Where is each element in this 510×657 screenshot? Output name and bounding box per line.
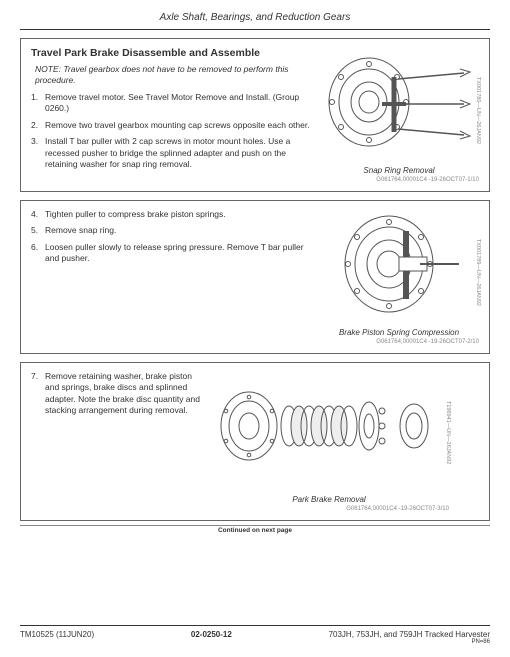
footer-page-number: 02-0250-12 — [191, 630, 232, 645]
section-1-steps: 1.Remove travel motor. See Travel Motor … — [31, 92, 311, 171]
section-2: 4.Tighten puller to compress brake pisto… — [20, 200, 490, 354]
page-footer: TM10525 (11JUN20) 02-0250-12 703JH, 753J… — [20, 625, 490, 645]
section-1-note: NOTE: Travel gearbox does not have to be… — [31, 64, 311, 86]
section-1: Travel Park Brake Disassemble and Assemb… — [20, 38, 490, 192]
fig1-vertical-code: TX001780—UN—26JAN92 — [475, 77, 481, 144]
section-3-text: 7.Remove retaining washer, brake piston … — [31, 371, 201, 512]
footer-left: TM10525 (11JUN20) — [20, 630, 94, 645]
section-2-steps: 4.Tighten puller to compress brake pisto… — [31, 209, 311, 265]
section-1-title: Travel Park Brake Disassemble and Assemb… — [31, 47, 311, 60]
brake-spring-compression-icon — [324, 209, 474, 324]
footer-right: 703JH, 753JH, and 759JH Tracked Harveste… — [329, 630, 490, 645]
section-3-figure: T196941—UN—26JAN92 — [209, 371, 449, 512]
section-2-text: 4.Tighten puller to compress brake pisto… — [31, 209, 311, 345]
step-3: 3.Install T bar puller with 2 cap screws… — [31, 136, 311, 170]
step-5: 5.Remove snap ring. — [31, 225, 311, 236]
fig3-vertical-code: T196941—UN—26JAN92 — [445, 401, 451, 464]
section-3: 7.Remove retaining washer, brake piston … — [20, 362, 490, 521]
fig2-code: G061764,00001C4 -19-26OCT07-2/10 — [319, 339, 479, 345]
fig2-vertical-code: TX001789—UN—26JAN92 — [475, 239, 481, 306]
page-section-header: Axle Shaft, Bearings, and Reduction Gear… — [20, 12, 490, 30]
fig3-caption: Park Brake Removal — [292, 495, 365, 504]
park-brake-removal-icon — [214, 371, 444, 491]
step-2: 2.Remove two travel gearbox mounting cap… — [31, 120, 311, 131]
fig1-caption: Snap Ring Removal — [363, 166, 434, 175]
step-6: 6.Loosen puller slowly to release spring… — [31, 242, 311, 265]
section-2-figure: TX001789—UN—26JAN92 — [319, 209, 479, 345]
step-4: 4.Tighten puller to compress brake pisto… — [31, 209, 311, 220]
section-1-text: Travel Park Brake Disassemble and Assemb… — [31, 47, 311, 183]
manual-page: Axle Shaft, Bearings, and Reduction Gear… — [0, 0, 510, 657]
step-7: 7.Remove retaining washer, brake piston … — [31, 371, 201, 417]
section-1-figure: TX001780—UN—26JAN92 — [319, 47, 479, 183]
continued-label: Continued on next page — [20, 525, 490, 534]
fig3-code: G061764,00001C4 -19-26OCT07-3/10 — [209, 506, 449, 512]
fig1-code: G061764,00001C4 -19-26OCT07-1/10 — [319, 177, 479, 183]
step-1: 1.Remove travel motor. See Travel Motor … — [31, 92, 311, 115]
fig2-caption: Brake Piston Spring Compression — [339, 328, 459, 337]
section-3-steps: 7.Remove retaining washer, brake piston … — [31, 371, 201, 417]
snap-ring-removal-icon — [324, 47, 474, 162]
